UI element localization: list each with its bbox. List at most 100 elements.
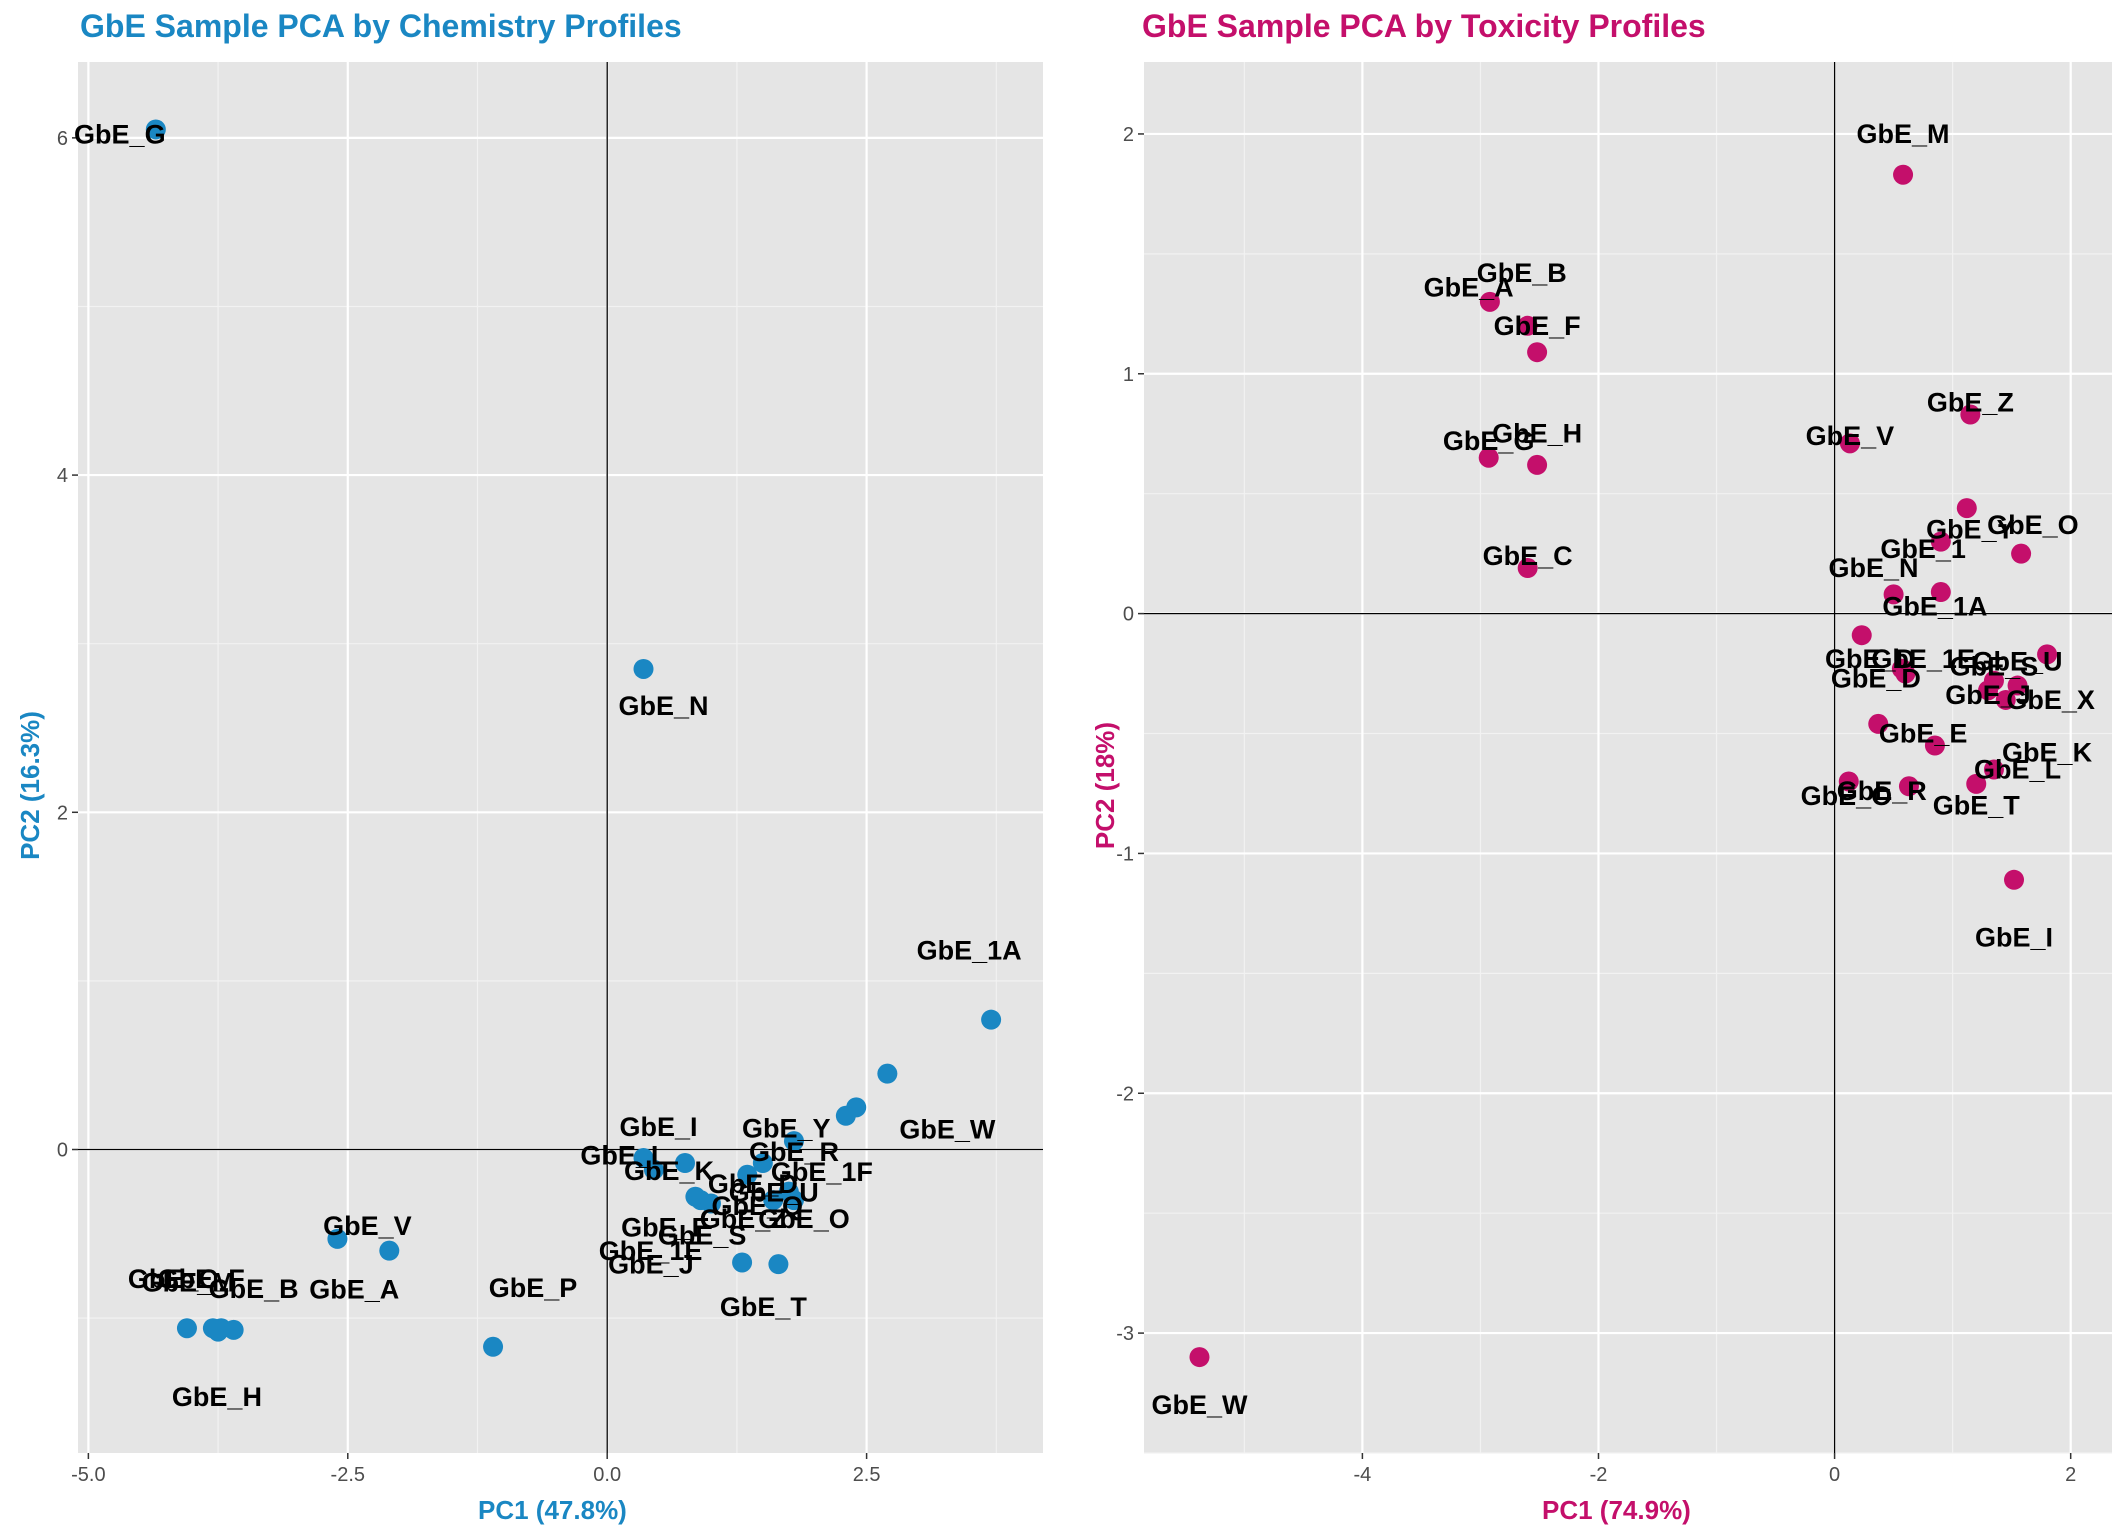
point-label-GbE_M: GbE_M	[142, 1268, 235, 1298]
toxicity-pca-chart: GbE Sample PCA by Toxicity Profiles -4 -2…	[1056, 0, 2112, 1536]
data-point-GbE_T	[1966, 773, 1987, 794]
point-label-GbE_B: GbE_B	[1477, 258, 1567, 288]
data-point-GbE_Z	[763, 1190, 784, 1211]
x-tick-label: 2.5	[853, 1464, 881, 1486]
point-label-GbE_Y: GbE_Y	[1926, 515, 2015, 545]
point-label-GbE_T: GbE_T	[1933, 790, 2021, 820]
point-label-GbE_G: GbE_G	[1443, 426, 1535, 456]
point-label-GbE_F: GbE_F	[158, 1264, 245, 1294]
data-point-GbE_M	[1893, 164, 1914, 185]
plot-panel	[78, 62, 1043, 1453]
point-label-GbE_V: GbE_V	[1806, 421, 1895, 451]
point-label-GbE_Z: GbE_Z	[700, 1204, 787, 1234]
point-label-GbE_B: GbE_B	[209, 1274, 299, 1304]
point-label-GbE_A: GbE_A	[309, 1275, 399, 1305]
y-axis-label: PC2 (16.3%)	[14, 711, 45, 860]
x-tick-label: -4	[1353, 1464, 1371, 1486]
chart-title: GbE Sample PCA by Toxicity Profiles	[1142, 8, 1706, 44]
data-point-GbE_Y	[1956, 498, 1977, 519]
data-point-GbE_J	[1978, 680, 1999, 701]
data-point-GbE_Q	[737, 1164, 758, 1185]
data-point-GbE_G	[145, 119, 166, 140]
point-label-GbE_A: GbE_A	[1424, 272, 1514, 302]
y-tick-label: 4	[57, 465, 68, 487]
data-point-GbE_J	[700, 1193, 721, 1214]
point-label-GbE_D: GbE_D	[1831, 663, 1921, 693]
point-label-GbE_S: GbE_S	[1950, 651, 2039, 681]
data-point-GbE_Q	[1995, 689, 2016, 710]
y-tick-label: -1	[1116, 843, 1134, 865]
data-point-GbE_N	[633, 658, 654, 679]
point-label-GbE_J: GbE_J	[608, 1249, 694, 1279]
data-point-GbE_I	[2004, 869, 2025, 890]
point-label-GbE_H: GbE_H	[172, 1382, 262, 1412]
data-point-GbE_R	[783, 1131, 804, 1152]
point-label-GbE_K: GbE_K	[624, 1156, 715, 1186]
point-label-GbE_Y: GbE_Y	[742, 1113, 831, 1143]
point-label-GbE_E: GbE_E	[621, 1213, 710, 1243]
point-label-GbE_J: GbE_J	[1945, 680, 2031, 710]
point-label-GbE_R: GbE_R	[1837, 776, 1927, 806]
point-label-GbE_L: GbE_L	[580, 1141, 667, 1171]
data-point-GbE_X	[2007, 675, 2028, 696]
data-point-GbE_G	[1478, 447, 1499, 468]
data-point-GbE_O	[2011, 543, 2032, 564]
point-label-GbE_W: GbE_W	[899, 1115, 996, 1145]
point-label-GbE_1A: GbE_1A	[1882, 591, 1987, 621]
point-label-GbE_1A: GbE_1A	[917, 936, 1022, 966]
point-label-GbE_O: GbE_O	[1801, 781, 1893, 811]
point-label-GbE_Z: GbE_Z	[1927, 388, 2014, 418]
point-label-GbE_H: GbE_H	[1492, 419, 1582, 449]
point-label-GbE_C: GbE_C	[128, 1264, 218, 1294]
point-label-GbE_P: GbE_P	[489, 1273, 578, 1303]
data-point-GbE_W	[877, 1063, 898, 1084]
data-point-GbE_A	[1479, 291, 1500, 312]
x-tick-label: -5.0	[71, 1464, 105, 1486]
x-tick-label: -2.5	[331, 1464, 365, 1486]
data-point-GbE_1F	[835, 1105, 856, 1126]
point-label-GbE_1: GbE_1	[1880, 534, 1966, 564]
data-point-GbE_V	[327, 1228, 348, 1249]
point-label-GbE_U: GbE_U	[729, 1178, 819, 1208]
chemistry-pca-chart: GbE Sample PCA by Chemistry Profiles -5.…	[14, 8, 1043, 1525]
y-tick-label: -2	[1116, 1083, 1134, 1105]
data-point-GbE_1A	[1930, 582, 1951, 603]
data-point-GbE_H	[176, 1318, 197, 1339]
x-tick-label: 2	[2065, 1464, 2076, 1486]
data-point-GbE_O2	[1838, 771, 1859, 792]
point-label-GbE_W: GbE_W	[1151, 1390, 1248, 1420]
data-point-GbE_U	[2037, 644, 2058, 665]
data-point-GbE_A	[379, 1240, 400, 1261]
data-point-GbE_K	[1924, 735, 1945, 756]
point-label-GbE_I: GbE_I	[619, 1112, 697, 1142]
point-label-GbE_O: GbE_O	[758, 1204, 850, 1234]
point-label-GbE_1E: GbE_1E	[1871, 644, 1975, 674]
chart-title: GbE Sample PCA by Chemistry Profiles	[80, 8, 682, 44]
point-label-GbE_R: GbE_R	[749, 1137, 839, 1167]
data-point-GbE_D	[752, 1152, 773, 1173]
point-label-GbE_O: GbE_O	[1987, 510, 2079, 540]
point-label-GbE_X: GbE_X	[2006, 685, 2095, 715]
point-label-GbE_T: GbE_T	[720, 1292, 808, 1322]
point-label-GbE_G: GbE_G	[74, 119, 166, 149]
data-point-GbE_B	[1517, 315, 1538, 336]
data-point-GbE_S	[732, 1252, 753, 1273]
data-point-GbE_T	[768, 1254, 789, 1275]
point-label-GbE_N: GbE_N	[1829, 553, 1919, 583]
point-label-GbE_N: GbE_N	[618, 691, 708, 721]
point-label-GbE_Q: GbE_Q	[712, 1191, 804, 1221]
x-tick-label: 0	[1829, 1464, 1840, 1486]
x-axis-label: PC1 (47.8%)	[478, 1495, 627, 1525]
y-tick-label: 6	[57, 128, 68, 150]
data-point-GbE_D	[1895, 663, 1916, 684]
data-point-GbE_N	[1883, 584, 1904, 605]
data-point-GbE_V	[1839, 433, 1860, 454]
point-label-GbE_F: GbE_F	[1494, 311, 1581, 341]
point-label-GbE_D: GbE_D	[708, 1169, 798, 1199]
point-label-GbE_L: GbE_L	[1974, 754, 2061, 784]
point-label-GbE_D: GbE_D	[1825, 644, 1915, 674]
point-label-GbE_V: GbE_V	[323, 1211, 412, 1241]
point-label-GbE_C: GbE_C	[1483, 541, 1573, 571]
x-axis-label: PC1 (74.9%)	[1542, 1495, 1691, 1525]
